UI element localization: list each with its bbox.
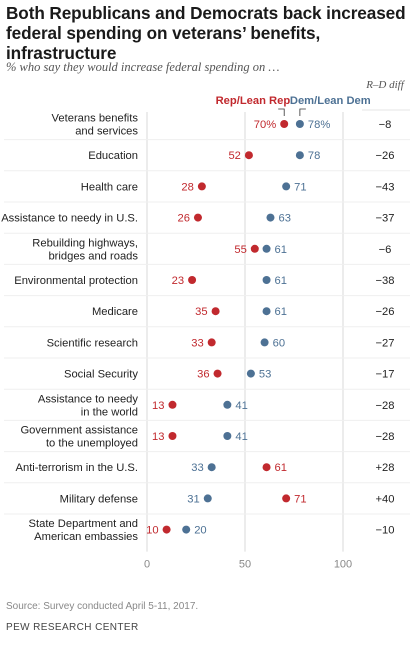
dem-value-label: 61	[275, 244, 287, 256]
rep-value-label: 36	[197, 369, 209, 381]
dem-dot	[246, 369, 255, 378]
dem-value-label: 33	[191, 462, 203, 474]
dem-dot	[262, 307, 271, 316]
rep-value-label: 10	[146, 525, 158, 537]
rep-dot	[244, 151, 253, 160]
rep-value-label: 13	[152, 431, 164, 443]
rep-value-label: 70%	[254, 119, 276, 131]
diff-value: −43	[376, 181, 395, 193]
diff-value: −8	[379, 119, 392, 131]
legend-dem-connector	[299, 108, 306, 116]
category-label: State Department and American embassies	[29, 518, 139, 543]
dem-value-label: 53	[259, 369, 271, 381]
category-label: Rebuilding highways, bridges and roads	[32, 237, 138, 262]
dem-dot	[223, 400, 232, 409]
diff-value: −28	[376, 400, 395, 412]
rep-dot	[188, 276, 197, 284]
rep-value-label: 71	[294, 493, 306, 505]
rep-dot	[197, 182, 206, 191]
diff-value: +40	[376, 493, 395, 505]
rep-dot	[213, 369, 222, 378]
rep-dot	[193, 213, 202, 222]
category-label: Government assistance to the unemployed	[20, 425, 138, 450]
rep-value-label: 55	[234, 244, 246, 256]
dem-dot	[282, 182, 291, 191]
rep-value-label: 13	[152, 400, 164, 412]
category-label: Scientific research	[47, 337, 138, 349]
dem-dot	[262, 276, 271, 284]
diff-value: +28	[376, 462, 395, 474]
category-label: Veterans benefits and services	[52, 113, 139, 138]
legend-dem-label: Dem/Lean Dem	[290, 95, 371, 107]
dem-value-label: 41	[235, 400, 247, 412]
dem-value-label: 61	[275, 306, 287, 318]
category-label: Environmental protection	[14, 275, 138, 287]
x-tick-label: 0	[144, 559, 150, 571]
diff-value: −26	[376, 150, 395, 162]
dem-value-label: 41	[235, 431, 247, 443]
dem-dot	[266, 213, 275, 222]
category-label: Health care	[81, 181, 138, 193]
diff-value: −28	[376, 431, 395, 443]
category-label: Assistance to needy in U.S.	[1, 213, 138, 225]
category-label: Military defense	[60, 493, 138, 505]
rep-value-label: 52	[228, 150, 240, 162]
diff-value: −17	[376, 369, 395, 381]
rep-dot	[168, 400, 177, 409]
diff-value: −37	[376, 213, 395, 225]
rep-dot	[250, 244, 259, 253]
legend-rep-label: Rep/Lean Rep	[216, 95, 291, 107]
dem-value-label: 63	[278, 213, 290, 225]
dem-dot	[203, 494, 212, 503]
dem-dot	[207, 463, 216, 472]
dem-value-label: 20	[194, 525, 206, 537]
diff-value: −10	[376, 525, 395, 537]
dem-value-label: 61	[275, 275, 287, 287]
dem-dot	[295, 151, 304, 160]
dem-value-label: 31	[187, 493, 199, 505]
category-label: Social Security	[64, 369, 138, 381]
x-tick-label: 50	[239, 559, 251, 571]
rep-value-label: 33	[191, 337, 203, 349]
diff-value: −38	[376, 275, 395, 287]
rep-dot	[168, 432, 177, 440]
source-note: Source: Survey conducted April 5-11, 201…	[6, 601, 199, 612]
rep-dot	[211, 307, 220, 316]
dot-plot-chart: 0 50 100 Veterans benefits and services 70% 78…	[1, 95, 410, 571]
rep-dot	[282, 494, 291, 503]
rep-dot	[262, 463, 271, 472]
rep-value-label: 35	[195, 306, 207, 318]
dem-dot	[262, 244, 271, 253]
diff-value: −6	[379, 244, 392, 256]
diff-value: −26	[376, 306, 395, 318]
chart-title: Both Republicans and Democrats back incr…	[6, 3, 406, 63]
organization-name: PEW RESEARCH CENTER	[6, 622, 139, 633]
rep-value-label: 26	[178, 213, 190, 225]
rep-dot	[162, 525, 171, 534]
category-label: Anti-terrorism in the U.S.	[16, 462, 138, 474]
diff-column-header: R–D diff	[366, 79, 404, 91]
dem-dot	[182, 525, 191, 534]
x-tick-label: 100	[334, 559, 352, 571]
dem-value-label: 78	[308, 150, 320, 162]
category-label: Education	[88, 150, 138, 162]
rep-value-label: 61	[275, 462, 287, 474]
legend-rep-connector	[278, 108, 285, 116]
category-label: Medicare	[92, 306, 138, 318]
dem-dot	[223, 432, 232, 440]
dem-dot	[260, 338, 269, 347]
dem-value-label: 60	[273, 337, 285, 349]
category-label: Assistance to needy in the world	[38, 393, 139, 418]
rep-dot	[280, 120, 289, 128]
rep-value-label: 28	[181, 181, 193, 193]
diff-value: −27	[376, 337, 395, 349]
rep-dot	[207, 338, 216, 347]
chart-subtitle: % who say they would increase federal sp…	[6, 60, 280, 74]
rep-value-label: 23	[172, 275, 184, 287]
dem-dot	[295, 120, 304, 128]
dem-value-label: 71	[294, 181, 306, 193]
dem-value-label: 78%	[308, 119, 330, 131]
